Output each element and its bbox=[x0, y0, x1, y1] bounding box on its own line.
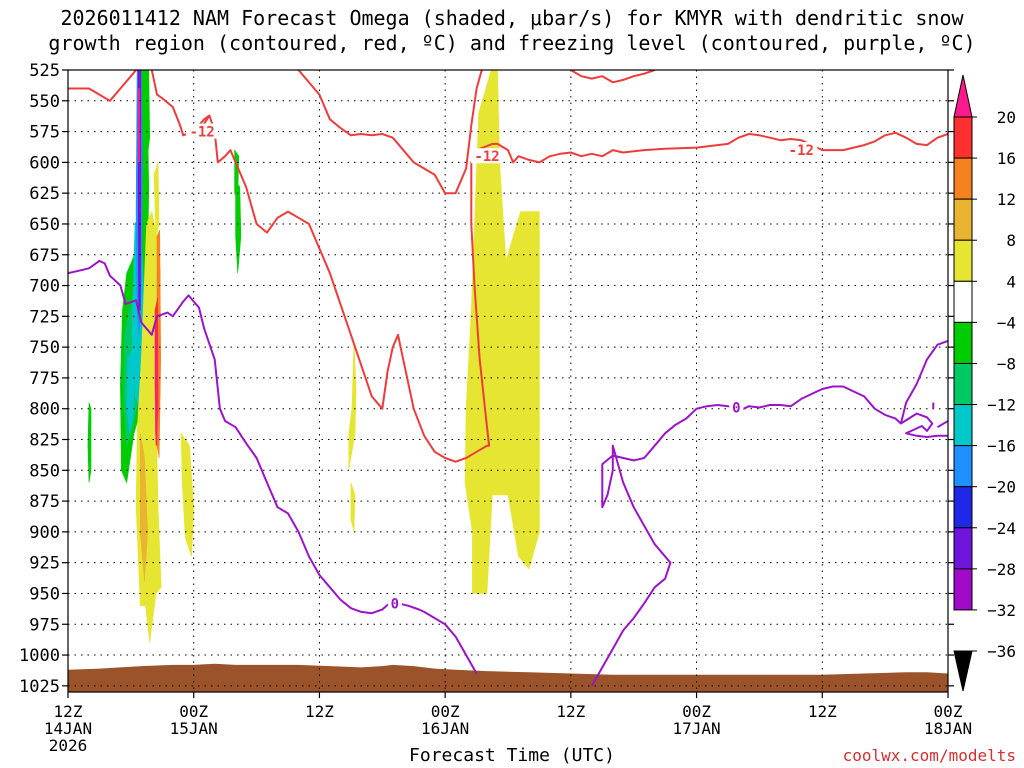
dendritic-contour-3 bbox=[297, 70, 483, 195]
colorbar-label: −36 bbox=[987, 642, 1016, 661]
colorbar-label: 20 bbox=[997, 108, 1016, 127]
y-tick-label: 925 bbox=[29, 554, 60, 574]
x-tick-label: 00Z bbox=[934, 702, 963, 721]
y-tick-label: 725 bbox=[29, 307, 60, 327]
x-tick-label: 16JAN bbox=[421, 719, 469, 738]
x-tick-label: 17JAN bbox=[672, 719, 720, 738]
freezing-contour-0 bbox=[68, 259, 478, 674]
omega-region-9 bbox=[235, 179, 242, 274]
colorbar-label: −12 bbox=[987, 396, 1016, 415]
omega-region-11 bbox=[234, 149, 240, 200]
colorbar-bin bbox=[953, 527, 973, 570]
colorbar-bottom-arrow bbox=[953, 650, 973, 692]
y-tick-label: 775 bbox=[29, 369, 60, 389]
dendritic-label: -12 bbox=[189, 125, 214, 141]
colorbar-label: −16 bbox=[987, 437, 1016, 456]
omega-shading bbox=[87, 70, 540, 643]
omega-region-4 bbox=[126, 346, 135, 434]
x-tick-label: 15JAN bbox=[170, 719, 218, 738]
freezing-contour-1 bbox=[590, 340, 948, 687]
terrain-fill bbox=[68, 663, 948, 692]
colorbar-bin bbox=[953, 321, 973, 364]
y-tick-label: 1000 bbox=[19, 646, 60, 666]
y-tick-label: 875 bbox=[29, 492, 60, 512]
omega-region-18 bbox=[140, 433, 148, 582]
freezing-label: 0 bbox=[391, 596, 399, 612]
colorbar-bin bbox=[953, 568, 973, 611]
dendritic-label: -12 bbox=[474, 149, 499, 165]
colorbar-label: −20 bbox=[987, 478, 1016, 497]
y-tick-label: 850 bbox=[29, 461, 60, 481]
dendritic-contour-1 bbox=[150, 70, 948, 463]
omega-region-22 bbox=[155, 328, 158, 446]
colorbar-label: −28 bbox=[987, 560, 1016, 579]
contours: -12 -12 -12 0 0 bbox=[68, 70, 948, 687]
omega-region-15 bbox=[348, 340, 357, 471]
x-tick-label: 00Z bbox=[431, 702, 460, 721]
title-line-2: growth region (contoured, red, ºC) and f… bbox=[48, 31, 976, 55]
colorbar-top-arrow bbox=[953, 74, 973, 118]
y-tick-label: 800 bbox=[29, 400, 60, 420]
x-tick-label: 12Z bbox=[305, 702, 334, 721]
colorbar: 20 16 12 8 4 −4 −8 −12 −16 −20 −24 −28 −32 −36 bbox=[953, 74, 1016, 692]
colorbar-bin bbox=[953, 157, 973, 200]
colorbar-label: −8 bbox=[997, 354, 1016, 373]
y-tick-label: 675 bbox=[29, 246, 60, 266]
freezing-contour-3 bbox=[936, 420, 948, 429]
x-tick-label: 2026 bbox=[49, 736, 88, 755]
y-tick-label: 750 bbox=[29, 338, 60, 358]
omega-region-23 bbox=[137, 88, 141, 163]
colorbar-label: 4 bbox=[1006, 272, 1016, 291]
dendritic-label: -12 bbox=[789, 143, 814, 159]
y-tick-label: 525 bbox=[29, 61, 60, 81]
omega-region-10 bbox=[87, 402, 92, 483]
colorbar-label: −32 bbox=[987, 601, 1016, 620]
colorbar-label: 16 bbox=[997, 149, 1016, 168]
title-line-1: 2026011412 NAM Forecast Omega (shaded, μ… bbox=[60, 6, 964, 30]
colorbar-bin bbox=[953, 239, 973, 282]
x-tick-label: 18JAN bbox=[924, 719, 972, 738]
freezing-label: 0 bbox=[732, 400, 740, 416]
x-tick-label: 12Z bbox=[556, 702, 585, 721]
x-tick-label: 00Z bbox=[682, 702, 711, 721]
colorbar-label: −24 bbox=[987, 519, 1016, 538]
dendritic-contour-4 bbox=[570, 70, 656, 84]
omega-region-14 bbox=[180, 432, 195, 557]
credit-text: coolwx.com/modelts bbox=[842, 746, 1016, 765]
x-tick-label: 12Z bbox=[808, 702, 837, 721]
dendritic-contour-0 bbox=[68, 70, 137, 102]
chart-title: 2026011412 NAM Forecast Omega (shaded, μ… bbox=[0, 6, 1024, 56]
y-tick-label: 650 bbox=[29, 215, 60, 235]
colorbar-label: 8 bbox=[1006, 231, 1016, 250]
y-tick-label: 825 bbox=[29, 431, 60, 451]
colorbar-label: 12 bbox=[997, 190, 1016, 209]
y-tick-label: 900 bbox=[29, 523, 60, 543]
x-tick-label: 00Z bbox=[179, 702, 208, 721]
plot-frame bbox=[67, 69, 949, 693]
y-tick-label: 625 bbox=[29, 184, 60, 204]
colorbar-bin bbox=[953, 404, 973, 447]
colorbar-bin bbox=[953, 198, 973, 241]
x-tick-label: 14JAN bbox=[44, 719, 92, 738]
colorbar-label: −4 bbox=[997, 313, 1016, 332]
y-tick-label: 600 bbox=[29, 153, 60, 173]
y-tick-label: 1025 bbox=[19, 677, 60, 697]
y-tick-label: 700 bbox=[29, 277, 60, 297]
terrain bbox=[68, 663, 948, 692]
colorbar-bin bbox=[953, 280, 973, 323]
y-tick-label: 550 bbox=[29, 92, 60, 112]
y-tick-label: 950 bbox=[29, 584, 60, 604]
y-tick-label: 975 bbox=[29, 615, 60, 635]
colorbar-bin bbox=[953, 445, 973, 488]
colorbar-bin bbox=[953, 486, 973, 529]
colorbar-bin bbox=[953, 116, 973, 159]
axes: 525 550 575 600 625 650 675 700 725 750 775 800 825 8… bbox=[19, 61, 972, 755]
omega-region-16 bbox=[350, 482, 356, 532]
colorbar-bin bbox=[953, 362, 973, 406]
freezing-contour-2 bbox=[900, 412, 948, 438]
x-tick-label: 12Z bbox=[54, 702, 83, 721]
y-tick-label: 575 bbox=[29, 123, 60, 143]
x-axis-label: Forecast Time (UTC) bbox=[409, 745, 615, 766]
